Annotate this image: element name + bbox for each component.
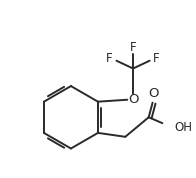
Text: O: O bbox=[128, 93, 138, 106]
Text: F: F bbox=[130, 41, 136, 54]
Text: F: F bbox=[153, 52, 160, 65]
Text: OH: OH bbox=[174, 121, 192, 134]
Text: F: F bbox=[106, 52, 113, 65]
Text: O: O bbox=[148, 87, 159, 100]
